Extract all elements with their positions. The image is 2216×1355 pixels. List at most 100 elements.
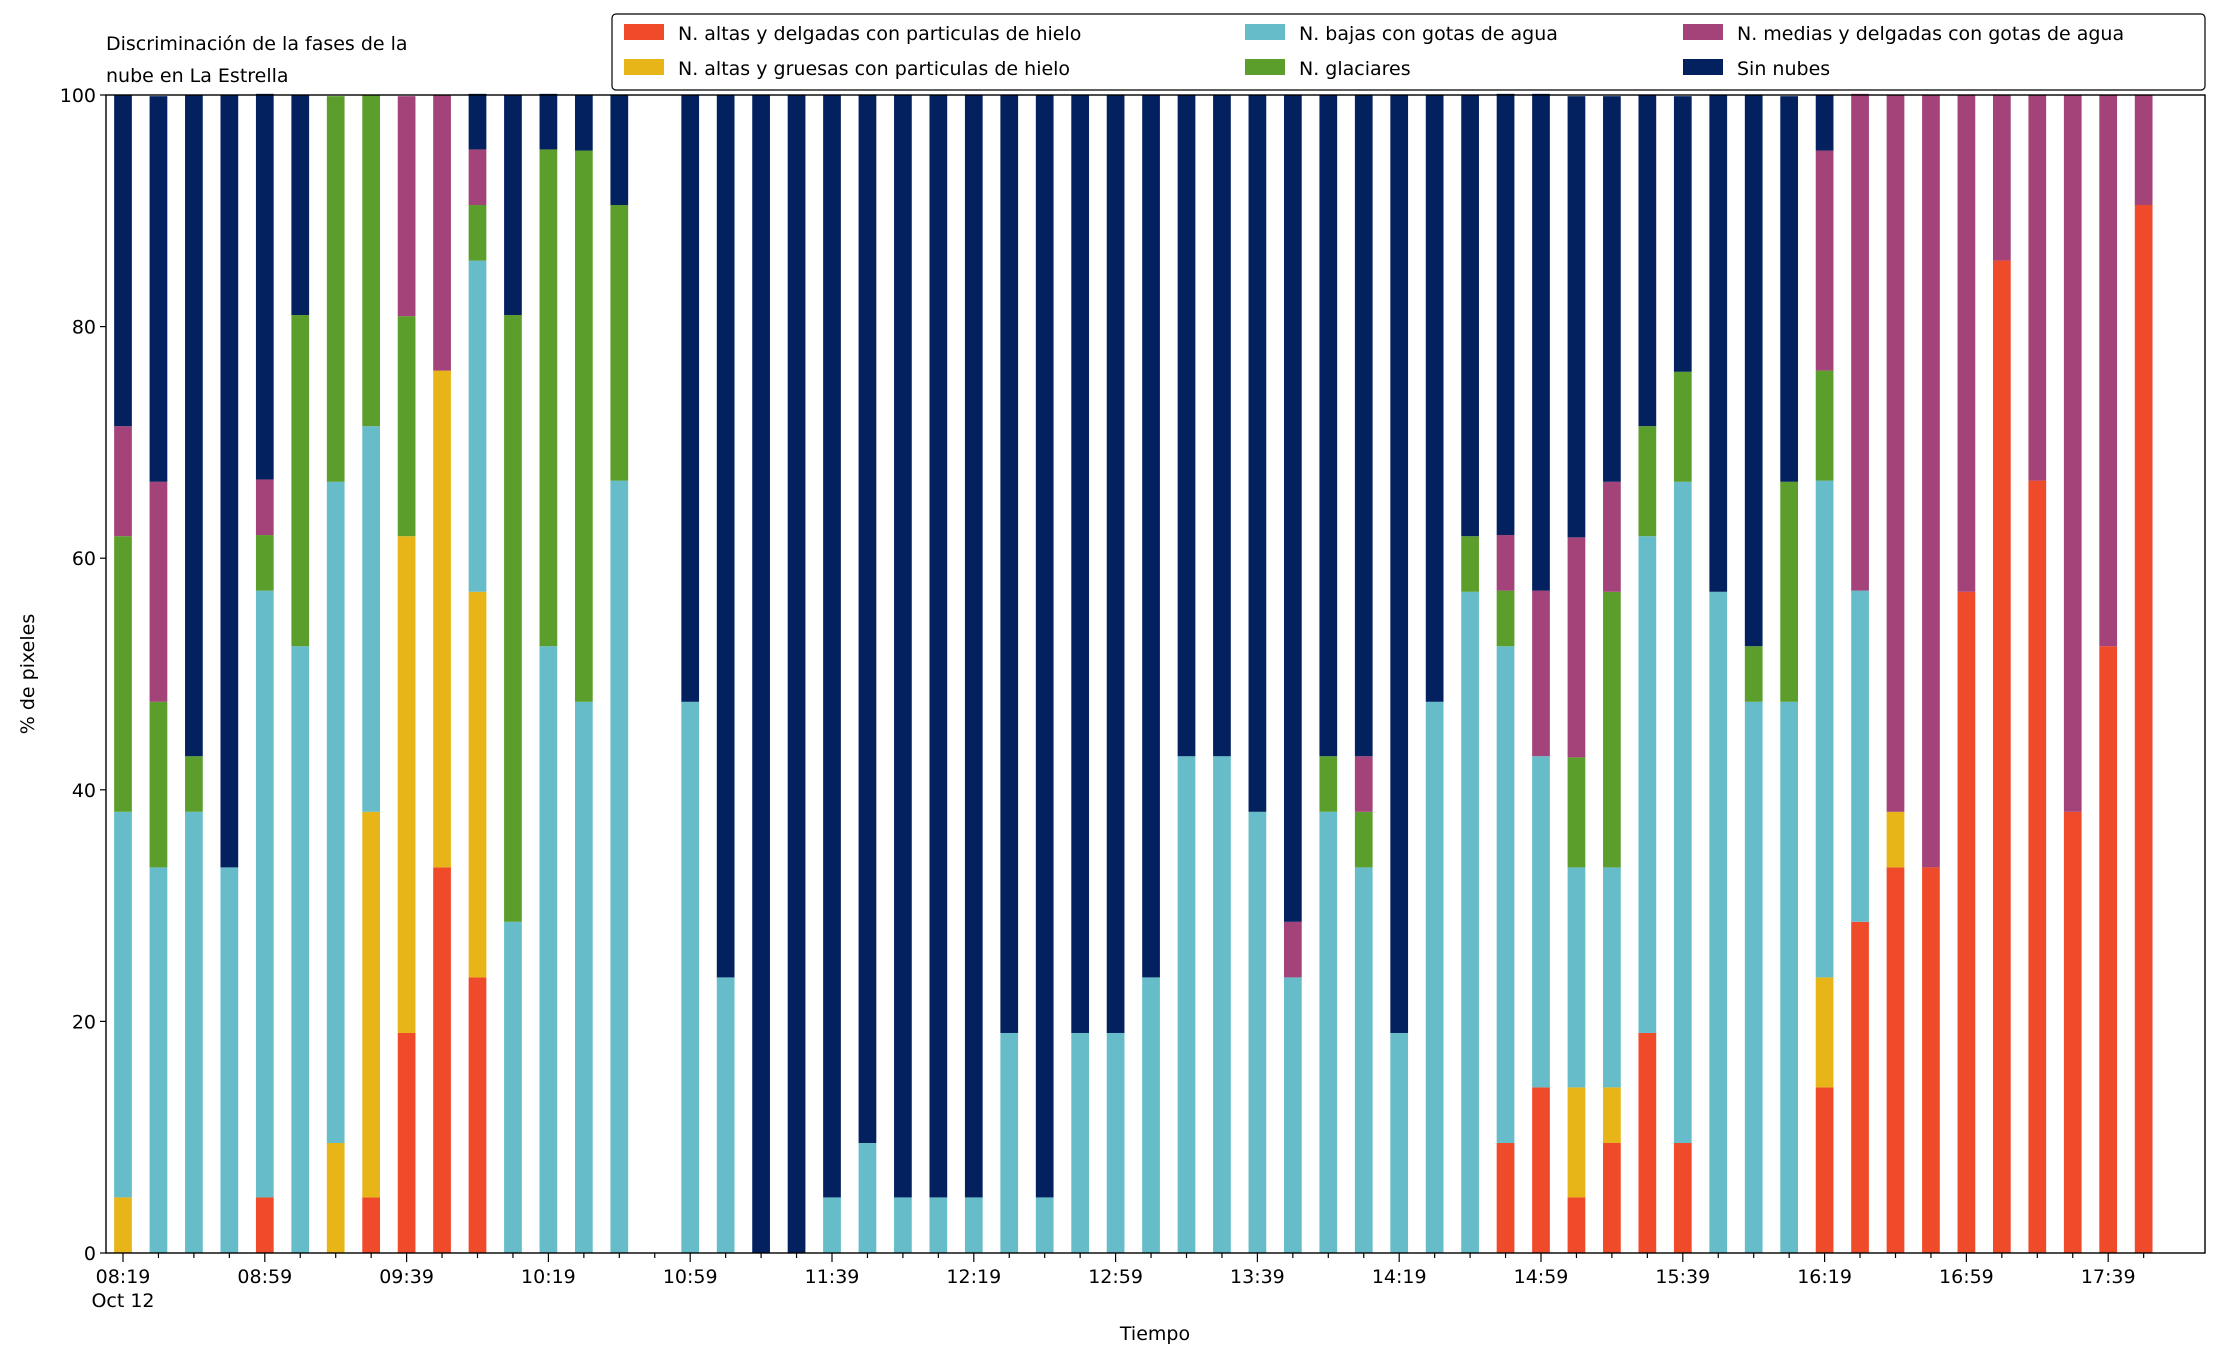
bar-segment: [1886, 811, 1905, 868]
bar-segment: [1000, 95, 1019, 1033]
bar-segment: [1744, 646, 1763, 702]
bar-segment: [929, 95, 948, 1198]
y-tick-label: 40: [72, 780, 96, 802]
bar-segment: [1319, 756, 1338, 812]
bar-segment: [1992, 95, 2011, 261]
bar-segment: [1071, 95, 1090, 1033]
bar-segment: [1673, 371, 1692, 482]
bar-segment: [1780, 701, 1799, 1253]
legend-label: N. altas y delgadas con particulas de hi…: [678, 23, 1081, 45]
bar-segment: [1532, 1087, 1550, 1253]
bar-segment: [716, 977, 735, 1253]
bar-segment: [1213, 95, 1231, 757]
bar-segment: [1496, 646, 1515, 1143]
bar-segment: [1780, 481, 1799, 702]
bar-segment: [1283, 95, 1302, 922]
bar-segment: [397, 1032, 416, 1253]
bar-segment: [220, 95, 239, 868]
bar-segment: [468, 149, 487, 206]
bar-segment: [1354, 811, 1373, 868]
bar-segment: [255, 93, 274, 480]
bar-segment: [1283, 977, 1302, 1253]
y-tick-label: 80: [72, 317, 96, 339]
bar-segment: [2063, 95, 2082, 812]
bar-segment: [2134, 95, 2153, 206]
bar-segment: [858, 95, 877, 1143]
bar-segment: [1354, 756, 1373, 812]
legend-swatch: [624, 24, 664, 40]
bar-segment: [1142, 95, 1160, 978]
bar-segment: [468, 93, 487, 150]
bar-segment: [433, 867, 451, 1253]
bar-segment: [1248, 811, 1267, 1253]
bar-segment: [681, 701, 700, 1253]
bar-segment: [2028, 95, 2047, 481]
bar-segment: [610, 480, 629, 1253]
bar-segment: [1709, 591, 1728, 1253]
bar-segment: [1177, 95, 1196, 757]
bar-segment: [1567, 96, 1586, 538]
bar-segment: [1638, 1032, 1657, 1253]
bar-segment: [1532, 93, 1550, 591]
bar-segment: [433, 370, 451, 868]
x-date-label: Oct 12: [91, 1290, 154, 1312]
bar-segment: [1815, 150, 1834, 371]
x-tick-label: 17:39: [2081, 1266, 2136, 1288]
bar-segment: [1390, 1032, 1409, 1253]
bar-segment: [2134, 205, 2153, 1253]
x-tick-label: 08:59: [237, 1266, 292, 1288]
bar-segment: [433, 95, 451, 371]
bar-segment: [1638, 536, 1657, 1033]
legend-swatch: [1245, 59, 1285, 75]
y-tick-label: 100: [60, 85, 96, 107]
bar-segment: [1673, 481, 1692, 1143]
bar-segment: [362, 426, 381, 812]
bar-segment: [1603, 481, 1621, 592]
bar-segment: [114, 1197, 132, 1253]
bar-segment: [326, 481, 345, 1143]
bar-segment: [1319, 95, 1338, 757]
bar-segment: [255, 590, 274, 1198]
x-tick-label: 15:39: [1655, 1266, 1710, 1288]
bar-segment: [149, 96, 168, 482]
legend-label: N. bajas con gotas de agua: [1299, 23, 1558, 45]
bar-segment: [1673, 96, 1692, 372]
bar-segment: [1461, 591, 1479, 1253]
bar-segment: [1354, 867, 1373, 1253]
bar-segment: [1142, 977, 1160, 1253]
bar-segment: [2099, 646, 2118, 1253]
chart-title: nube en La Estrella: [106, 65, 289, 87]
bar-segment: [468, 260, 487, 592]
bar-segment: [504, 315, 522, 922]
x-tick-label: 16:59: [1939, 1266, 1994, 1288]
bar-segment: [1532, 756, 1550, 1088]
bar-segment: [1496, 1142, 1515, 1253]
bar-segment: [149, 701, 168, 868]
bar-segment: [1213, 756, 1231, 1253]
bar-segment: [1886, 867, 1905, 1253]
bar-segment: [397, 316, 416, 537]
bar-segment: [1248, 95, 1267, 812]
bar-segment: [1603, 867, 1621, 1088]
bar-segment: [1851, 921, 1869, 1253]
x-tick-label: 16:19: [1797, 1266, 1852, 1288]
bar-segment: [1354, 95, 1373, 757]
x-tick-label: 13:39: [1230, 1266, 1285, 1288]
legend-label: N. medias y delgadas con gotas de agua: [1737, 23, 2124, 45]
bar-segment: [964, 95, 983, 1198]
legend-swatch: [1683, 24, 1723, 40]
bar-segment: [1071, 1032, 1090, 1253]
bar-segment: [539, 149, 558, 647]
bar-segment: [291, 646, 310, 1253]
bar-segment: [1035, 1197, 1054, 1253]
bar-segment: [2063, 811, 2082, 1253]
bar-segment: [149, 481, 168, 702]
bar-segment: [1106, 95, 1125, 1033]
bar-segment: [1461, 536, 1479, 592]
bar-segment: [1992, 260, 2011, 1253]
bar-segment: [1000, 1032, 1019, 1253]
bar-segment: [1886, 95, 1905, 812]
x-axis-label: Tiempo: [1119, 1323, 1190, 1345]
bar-segment: [326, 96, 345, 482]
bar-segment: [1496, 590, 1515, 647]
